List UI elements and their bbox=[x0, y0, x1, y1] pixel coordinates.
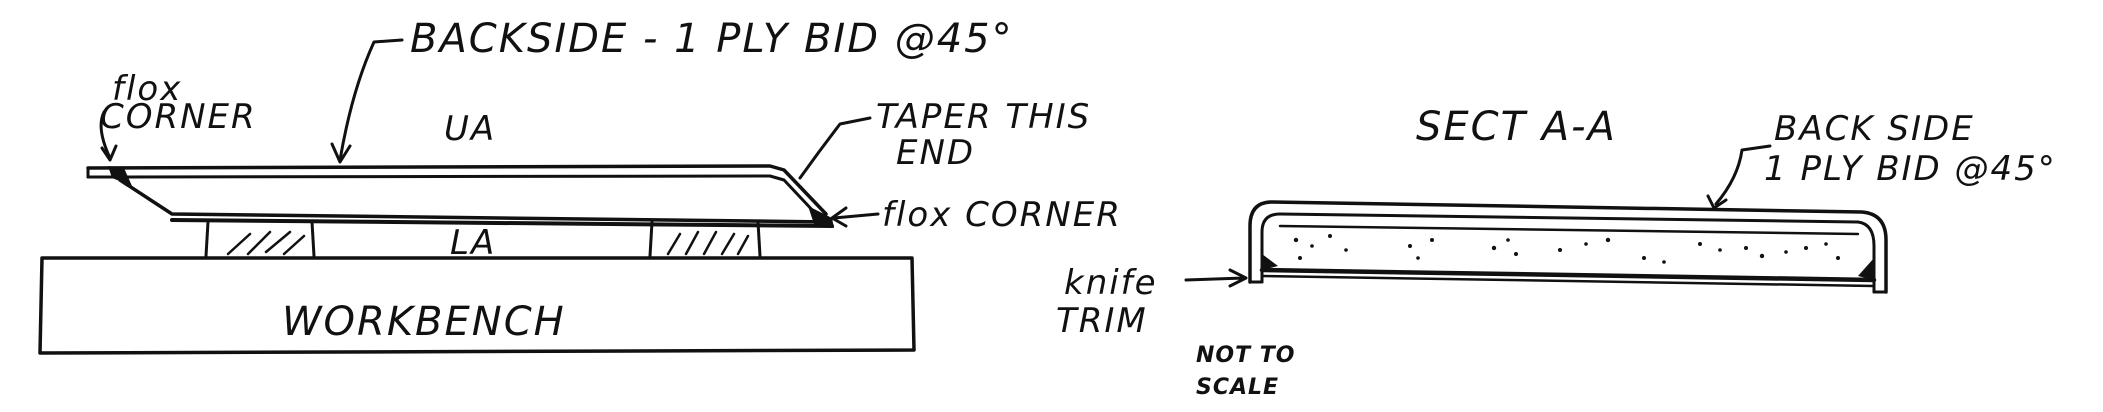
section-core-top bbox=[1278, 224, 1860, 236]
knife-trim-arrow bbox=[1184, 268, 1248, 288]
taper-label-1: TAPER THIS bbox=[876, 97, 1091, 137]
top-skin bbox=[86, 164, 828, 216]
workbench-outline bbox=[38, 256, 916, 355]
flox-corner-right-label: flox CORNER bbox=[882, 195, 1122, 235]
flox-corner-left-leader bbox=[99, 110, 112, 160]
taper-label-2: END bbox=[896, 133, 975, 173]
section-bottom-skin bbox=[1259, 267, 1877, 283]
foam-speckle bbox=[1293, 234, 1840, 264]
left-support-block bbox=[204, 220, 316, 258]
la-label: LA bbox=[450, 223, 496, 263]
right-view: SECT A-A BACK SIDE 1 PLY BID @45° bbox=[1056, 104, 2057, 400]
flox-corner-left-label-1: flox bbox=[112, 69, 182, 109]
section-flox-left bbox=[1262, 254, 1278, 270]
part-lower-edge bbox=[118, 178, 832, 224]
section-label: SECT A-A bbox=[1416, 104, 1617, 150]
flox-corner-right-arrow bbox=[830, 206, 880, 228]
knife-trim-label-1: knife bbox=[1064, 263, 1158, 303]
flox-corner-left-label-2: CORNER bbox=[100, 97, 257, 137]
back-side-label-2: 1 PLY BID @45° bbox=[1764, 149, 2057, 189]
section-bottom-skin-2 bbox=[1260, 274, 1876, 288]
section-outer-skin bbox=[1248, 200, 1888, 294]
back-side-label-1: BACK SIDE bbox=[1774, 109, 1975, 149]
backside-leader bbox=[338, 38, 404, 162]
not-to-scale-label-2: SCALE bbox=[1196, 375, 1279, 400]
flox-fill-right bbox=[808, 206, 834, 228]
backside-arrow bbox=[330, 142, 352, 164]
flox-corner-left-arrow bbox=[100, 144, 118, 162]
section-flox-right bbox=[1858, 258, 1874, 280]
part-bottom-line bbox=[170, 218, 834, 228]
knife-trim-label-2: TRIM bbox=[1056, 301, 1148, 341]
section-inner-skin bbox=[1260, 212, 1876, 294]
not-to-scale-label-1: NOT TO bbox=[1196, 343, 1296, 368]
backside-label: BACKSIDE - 1 PLY BID @45° bbox=[410, 16, 1014, 62]
ua-label: UA bbox=[444, 109, 496, 149]
flox-fill-left bbox=[108, 166, 132, 186]
right-support-block bbox=[648, 220, 762, 258]
workbench-label: WORKBENCH bbox=[282, 299, 566, 345]
back-side-leader bbox=[1714, 144, 1772, 206]
taper-leader bbox=[798, 116, 872, 180]
left-view: WORKBENCH flox CORNER BACKSIDE - 1 PLY B… bbox=[38, 16, 1122, 355]
top-skin-inner bbox=[86, 174, 818, 216]
